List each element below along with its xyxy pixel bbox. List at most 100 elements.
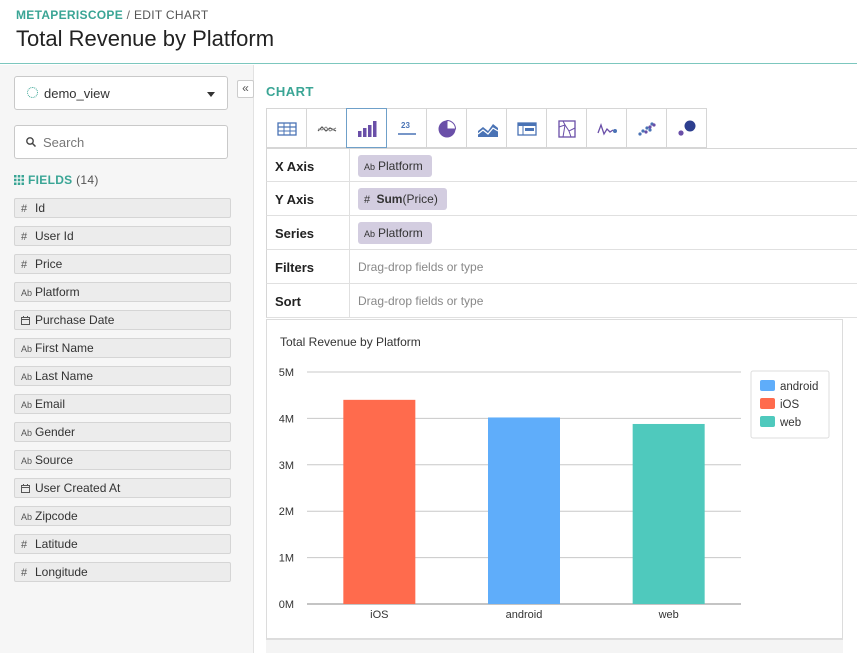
field-item[interactable]: Ab Email	[14, 394, 231, 414]
bubble-icon	[678, 120, 696, 136]
fields-header: FIELDS (14)	[14, 173, 99, 187]
text-type-icon: Ab	[21, 400, 33, 410]
field-item[interactable]: Ab Zipcode	[14, 506, 231, 526]
series-shelf: Series Ab Platform	[266, 216, 857, 250]
x-axis-field-pill[interactable]: Ab Platform	[358, 155, 432, 177]
y-axis-field-name: (Price)	[402, 192, 438, 206]
legend-label-web: web	[779, 417, 801, 429]
chart-type-line-button[interactable]	[306, 108, 347, 148]
x-tick-label: iOS	[370, 609, 388, 621]
y-tick-label: 2M	[279, 506, 294, 518]
y-axis-aggregation[interactable]: Sum	[376, 192, 403, 206]
field-name: Gender	[35, 425, 76, 439]
field-item[interactable]: Ab First Name	[14, 338, 231, 358]
pie-icon	[438, 119, 457, 138]
field-name: Longitude	[35, 565, 88, 579]
field-item[interactable]: # User Id	[14, 226, 231, 246]
bar-iOS[interactable]	[343, 399, 416, 604]
field-item[interactable]: Ab Source	[14, 450, 231, 470]
sort-drop-zone[interactable]: Drag-drop fields or type	[349, 284, 857, 317]
calendar-icon	[21, 480, 35, 498]
line-icon	[317, 126, 337, 132]
chart-type-toolbar: 23	[266, 108, 707, 148]
series-drop-zone[interactable]: Ab Platform	[349, 216, 857, 249]
field-item[interactable]: User Created At	[14, 478, 231, 498]
chart-preview: Total Revenue by Platform 0M 1M 2M 3M 4M 5M iOS…	[266, 319, 843, 639]
field-item[interactable]: Ab Last Name	[14, 366, 231, 386]
x-axis-drop-zone[interactable]: Ab Platform	[349, 149, 857, 181]
bar-android[interactable]	[488, 417, 560, 604]
chart-section-label: CHART	[266, 84, 314, 99]
number-type-icon: #	[364, 194, 371, 206]
text-type-icon: Ab	[21, 428, 33, 438]
search-input[interactable]	[43, 132, 218, 152]
field-item[interactable]: # Id	[14, 198, 231, 218]
chart-type-number-button[interactable]: 23	[386, 108, 427, 148]
chart-type-bar-button[interactable]	[346, 108, 387, 148]
page-title: Total Revenue by Platform	[16, 26, 275, 51]
bar-web[interactable]	[632, 423, 705, 604]
chart-type-scatter-button[interactable]	[626, 108, 667, 148]
series-field-name: Platform	[378, 226, 423, 240]
filters-placeholder: Drag-drop fields or type	[358, 260, 484, 274]
legend-label-iOS: iOS	[780, 399, 800, 411]
calendar-icon	[21, 312, 35, 330]
chart-type-area-button[interactable]	[466, 108, 507, 148]
table-icon	[277, 122, 297, 136]
field-item[interactable]: # Latitude	[14, 534, 231, 554]
field-item[interactable]: # Longitude	[14, 562, 231, 582]
field-item[interactable]: Purchase Date	[14, 310, 231, 330]
chart-type-pivot-button[interactable]	[506, 108, 547, 148]
number-type-icon: #	[21, 203, 28, 215]
chart-type-map-button[interactable]	[546, 108, 587, 148]
field-name: Price	[35, 257, 63, 271]
text-type-icon: Ab	[21, 456, 33, 466]
field-name: Zipcode	[35, 509, 78, 523]
text-type-icon: Ab	[21, 372, 33, 382]
scatter-icon	[638, 122, 656, 136]
x-axis-field-name: Platform	[378, 159, 423, 173]
search-icon	[26, 137, 36, 147]
chart-shelves: X Axis Ab Platform Y Axis # Sum(Price) Se…	[266, 148, 857, 318]
field-name: Last Name	[35, 369, 94, 383]
field-name: User Id	[35, 229, 74, 243]
chart-type-bubble-button[interactable]	[666, 108, 707, 148]
series-field-pill[interactable]: Ab Platform	[358, 222, 432, 244]
field-name: Platform	[35, 285, 80, 299]
filters-drop-zone[interactable]: Drag-drop fields or type	[349, 250, 857, 283]
bar-chart: Total Revenue by Platform 0M 1M 2M 3M 4M 5M iOS…	[279, 335, 830, 621]
fields-sidebar: demo_view « FIELDS (14) # Id # User Id # Pric…	[0, 65, 254, 653]
collapse-sidebar-button[interactable]: «	[237, 80, 254, 98]
text-type-icon: Ab	[364, 229, 376, 239]
field-list: # Id # User Id # Price Ab Platform Purchase Date…	[14, 198, 231, 590]
chart-type-table-button[interactable]	[266, 108, 307, 148]
fields-count: (14)	[76, 173, 99, 187]
text-type-icon: Ab	[364, 162, 376, 172]
y-axis-field-pill[interactable]: # Sum(Price)	[358, 188, 447, 210]
bar-icon	[358, 121, 377, 137]
chart-scrollbar[interactable]	[266, 639, 843, 653]
field-item[interactable]: Ab Gender	[14, 422, 231, 442]
y-axis-label: Y Axis	[275, 192, 315, 207]
legend-swatch-web	[760, 416, 775, 427]
sort-label: Sort	[275, 294, 301, 309]
search-box	[14, 125, 228, 159]
field-name: Email	[35, 397, 66, 411]
sparkline-icon	[597, 123, 617, 136]
text-type-icon: Ab	[21, 288, 33, 298]
x-tick-label: android	[506, 609, 543, 621]
y-axis-drop-zone[interactable]: # Sum(Price)	[349, 182, 857, 215]
view-select[interactable]: demo_view	[14, 76, 228, 110]
view-select-value: demo_view	[44, 86, 110, 101]
chart-type-sparkline-button[interactable]	[586, 108, 627, 148]
chart-type-pie-button[interactable]	[426, 108, 467, 148]
x-axis-label: X Axis	[275, 159, 315, 174]
field-item[interactable]: # Price	[14, 254, 231, 274]
field-name: User Created At	[35, 481, 121, 495]
field-item[interactable]: Ab Platform	[14, 282, 231, 302]
number-type-icon: #	[21, 539, 28, 551]
breadcrumb-current: EDIT CHART	[133, 8, 209, 22]
filters-shelf: Filters Drag-drop fields or type	[266, 250, 857, 284]
breadcrumb-root-link[interactable]: METAPERISCOPE	[16, 8, 124, 22]
y-tick-label: 1M	[279, 553, 294, 565]
